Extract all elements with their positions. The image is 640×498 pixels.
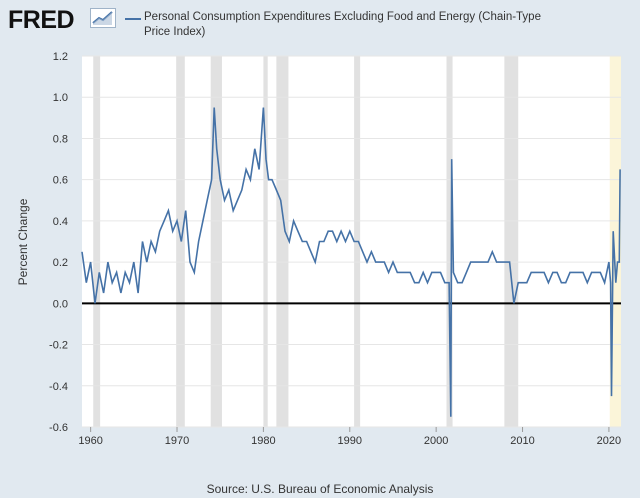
y-tick-label: 0.2 [53,257,68,269]
legend-swatch [125,18,141,20]
recession-band [176,56,185,427]
plot-area [81,55,621,428]
y-axis-title: Percent Change [16,198,30,285]
recession-band [263,56,268,427]
y-tick-label: 1.0 [53,92,68,104]
x-tick-label: 1990 [338,435,362,447]
x-tick-label: 1960 [78,435,102,447]
plot-background [82,56,621,427]
y-tick-label: 0.8 [53,133,68,145]
x-tick-label: 1970 [165,435,189,447]
y-axis: -0.6 -0.4 -0.2 0.0 0.2 0.4 0.6 0.8 1.0 1.2 [49,51,68,434]
y-tick-label: 1.2 [53,51,68,63]
y-tick-label: 0.0 [53,298,68,310]
legend-label[interactable]: Personal Consumption Expenditures Exclud… [144,11,541,38]
recession-band [446,56,453,427]
x-tick-label: 1980 [251,435,275,447]
y-tick-label: 0.6 [53,175,68,187]
recession-band [93,56,101,427]
x-tick-label: 2000 [424,435,448,447]
source-note: Source: U.S. Bureau of Economic Analysis [206,482,434,496]
recession-band [210,56,222,427]
highlight-band [609,56,621,427]
chart-icon [90,8,116,28]
x-tick-label: 2020 [597,435,621,447]
recession-band [504,56,519,427]
x-axis: 1960 1970 1980 1990 2000 2010 2020 [78,427,621,447]
x-tick-label: 2010 [510,435,534,447]
y-tick-label: -0.2 [49,340,68,352]
y-tick-label: 0.4 [53,216,68,228]
series-line[interactable] [81,107,621,417]
band-layer [93,56,621,427]
y-tick-label: -0.4 [49,381,68,393]
y-tick-label: -0.6 [49,422,68,434]
fred-logo[interactable]: FRED [8,6,75,34]
recession-band [276,56,289,427]
